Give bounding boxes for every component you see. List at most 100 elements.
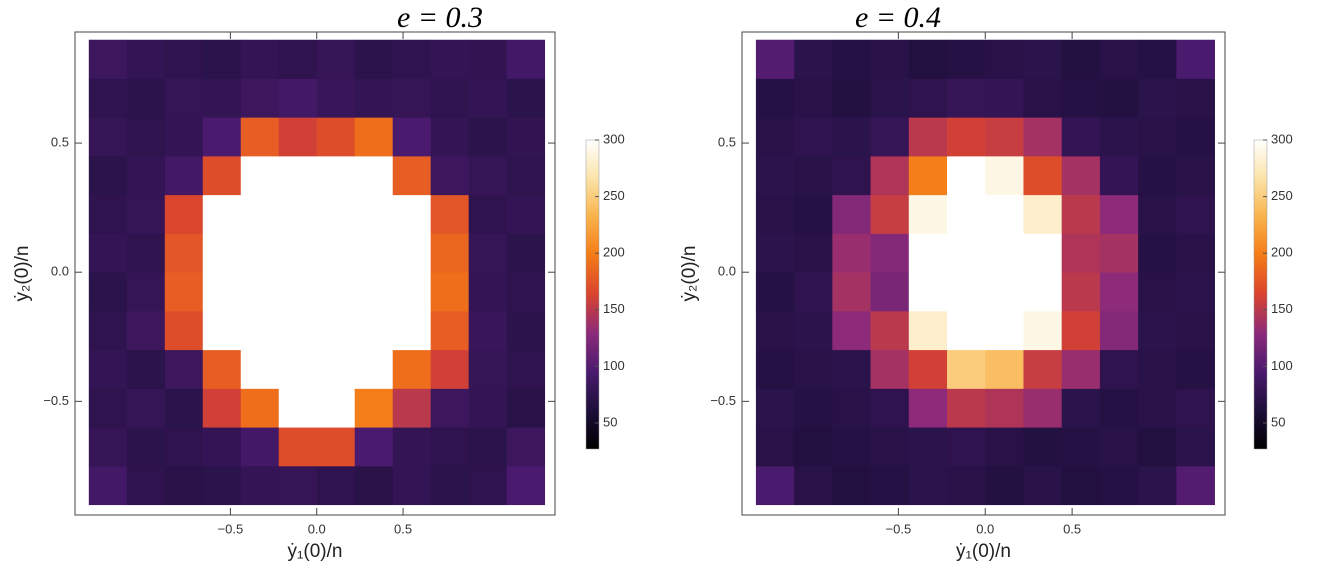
heatmap-cell xyxy=(870,194,910,234)
heatmap-cell xyxy=(240,310,280,351)
x-tick-label: 0.0 xyxy=(976,521,994,536)
heatmap-cell xyxy=(430,78,470,118)
heatmap-cell xyxy=(316,194,356,234)
heatmap-cell xyxy=(278,310,318,351)
heatmap-cell xyxy=(392,194,432,234)
heatmap-cell xyxy=(794,117,833,157)
heatmap-cell xyxy=(1176,465,1215,506)
heatmap-cell xyxy=(870,388,910,428)
heatmap-cell xyxy=(1099,388,1139,428)
x-tick-label: 0.5 xyxy=(1063,521,1081,536)
heatmap-cell xyxy=(430,349,470,389)
colorbar-tick-label: 100 xyxy=(603,358,625,373)
heatmap-cell xyxy=(908,310,948,351)
heatmap-cell xyxy=(430,155,470,196)
colorbar-tick-label: 250 xyxy=(603,188,625,203)
heatmap-cell xyxy=(126,233,166,273)
heatmap-cell xyxy=(1023,39,1063,79)
heatmap-cell xyxy=(392,465,432,506)
colorbar xyxy=(585,139,600,450)
heatmap-cell xyxy=(985,117,1024,157)
heatmap-cell xyxy=(832,117,871,157)
heatmap-cell xyxy=(794,233,833,273)
y-tick-label: −0.5 xyxy=(43,393,69,408)
heatmap-cell xyxy=(202,427,242,467)
heatmap-cell xyxy=(1138,194,1177,234)
heatmap-cell xyxy=(985,310,1024,351)
heatmap-cell xyxy=(755,117,795,157)
heatmap-cell xyxy=(278,194,318,234)
heatmap-cell xyxy=(392,310,432,351)
heatmap-cell xyxy=(354,272,394,312)
heatmap-cell xyxy=(1099,349,1139,389)
heatmap-cell xyxy=(202,465,242,506)
heatmap-cell xyxy=(316,117,356,157)
heatmap-cell xyxy=(202,155,242,196)
heatmap-cell xyxy=(947,465,986,506)
heatmap-cell xyxy=(1138,155,1177,196)
heatmap-cell xyxy=(908,194,948,234)
heatmap-cell xyxy=(88,310,128,351)
heatmap-cell xyxy=(985,39,1024,79)
heatmap-cell xyxy=(1138,117,1177,157)
heatmap-cell xyxy=(240,388,280,428)
heatmap-cell xyxy=(755,465,795,506)
y-axis-label: ẏ₂(0)/n xyxy=(12,246,33,302)
heatmap-cell xyxy=(908,155,948,196)
heatmap-cell xyxy=(1176,155,1215,196)
heatmap-cell xyxy=(164,427,204,467)
heatmap-cell xyxy=(1023,465,1063,506)
heatmap-cell xyxy=(947,194,986,234)
heatmap-cell xyxy=(316,78,356,118)
heatmap-cell xyxy=(126,349,166,389)
chart-title: e = 0.3 xyxy=(397,1,483,34)
heatmap-cell xyxy=(506,155,546,196)
y-axis-label: ẏ₂(0)/n xyxy=(679,246,700,302)
heatmap-cell xyxy=(1061,349,1101,389)
plot-frame xyxy=(741,31,1226,516)
heatmap-cell xyxy=(985,272,1024,312)
heatmap-cell xyxy=(240,194,280,234)
colorbar-tick-label: 50 xyxy=(1271,414,1285,429)
heatmap-cell xyxy=(1099,310,1139,351)
heatmap-cell xyxy=(908,39,948,79)
heatmap-cell xyxy=(794,155,833,196)
x-tick-label: −0.5 xyxy=(886,521,912,536)
heatmap-cell xyxy=(1061,155,1101,196)
heatmap-cell xyxy=(126,427,166,467)
heatmap-cell xyxy=(126,465,166,506)
heatmap-cell xyxy=(870,310,910,351)
heatmap-cell xyxy=(126,310,166,351)
colorbar-tick-label: 250 xyxy=(1271,188,1293,203)
heatmap-cell xyxy=(316,465,356,506)
heatmap-cell xyxy=(278,233,318,273)
heatmap-cell xyxy=(126,194,166,234)
colorbar-tick-label: 50 xyxy=(603,414,617,429)
heatmap-cell xyxy=(1023,427,1063,467)
heatmap-cell xyxy=(126,272,166,312)
heatmap-cell xyxy=(202,349,242,389)
heatmap-cell xyxy=(164,78,204,118)
colorbar-tick-label: 200 xyxy=(1271,245,1293,260)
heatmap-cell xyxy=(1061,272,1101,312)
heatmap-cell xyxy=(755,233,795,273)
heatmap-cell xyxy=(794,388,833,428)
heatmap-cell xyxy=(240,465,280,506)
heatmap-cell xyxy=(316,427,356,467)
colorbar xyxy=(1253,139,1268,450)
heatmap-cell xyxy=(1176,427,1215,467)
heatmap-cell xyxy=(506,465,546,506)
heatmap-cell xyxy=(1099,427,1139,467)
heatmap-cell xyxy=(506,117,546,157)
heatmap-cell xyxy=(870,349,910,389)
heatmap-cell xyxy=(947,388,986,428)
heatmap-cell xyxy=(164,155,204,196)
heatmap-cell xyxy=(316,349,356,389)
heatmap-cell xyxy=(755,39,795,79)
heatmap-cell xyxy=(354,78,394,118)
heatmap-cell xyxy=(1138,465,1177,506)
heatmap-cell xyxy=(506,272,546,312)
heatmap-cell xyxy=(1138,310,1177,351)
x-tick-label: −0.5 xyxy=(218,521,244,536)
heatmap-cell xyxy=(985,388,1024,428)
